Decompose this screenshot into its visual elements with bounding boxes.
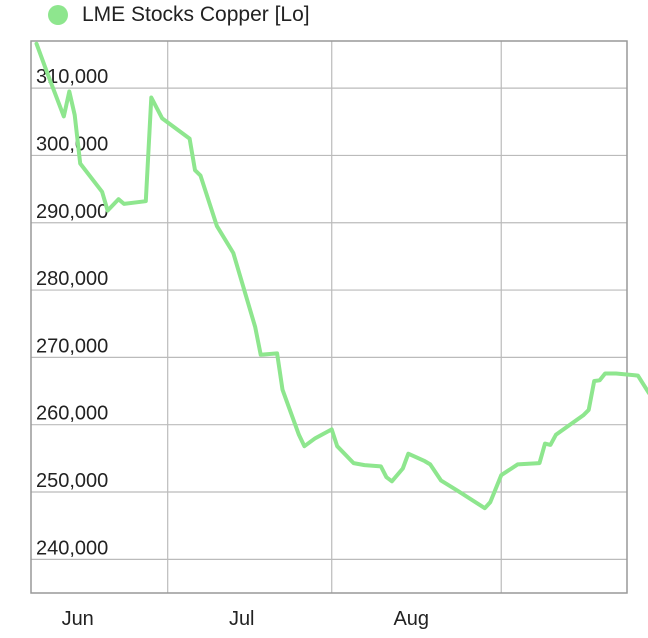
y-tick-label: 250,000 [36, 470, 108, 492]
legend-swatch [48, 5, 68, 25]
y-tick-label: 300,000 [36, 133, 108, 155]
plot-frame [30, 40, 628, 594]
x-tick-label: Aug [393, 608, 429, 630]
y-tick-label: 270,000 [36, 335, 108, 357]
y-tick-label: 240,000 [36, 537, 108, 559]
y-axis-ticks: 240,000 250,000 260,000 270,000 280,000 290,0… [36, 66, 108, 559]
y-tick-label: 260,000 [36, 403, 108, 425]
grid [31, 41, 627, 593]
x-axis-ticks: Jun Jul Aug [62, 608, 429, 630]
chart-legend: LME Stocks Copper [Lo] [48, 2, 310, 28]
series [34, 41, 648, 511]
y-tick-label: 290,000 [36, 201, 108, 223]
y-tick-label: 280,000 [36, 268, 108, 290]
x-tick-label: Jul [229, 608, 255, 630]
legend-label: LME Stocks Copper [Lo] [82, 3, 310, 26]
y-tick-label: 310,000 [36, 66, 108, 88]
series-line [34, 41, 648, 511]
x-tick-label: Jun [62, 608, 94, 630]
